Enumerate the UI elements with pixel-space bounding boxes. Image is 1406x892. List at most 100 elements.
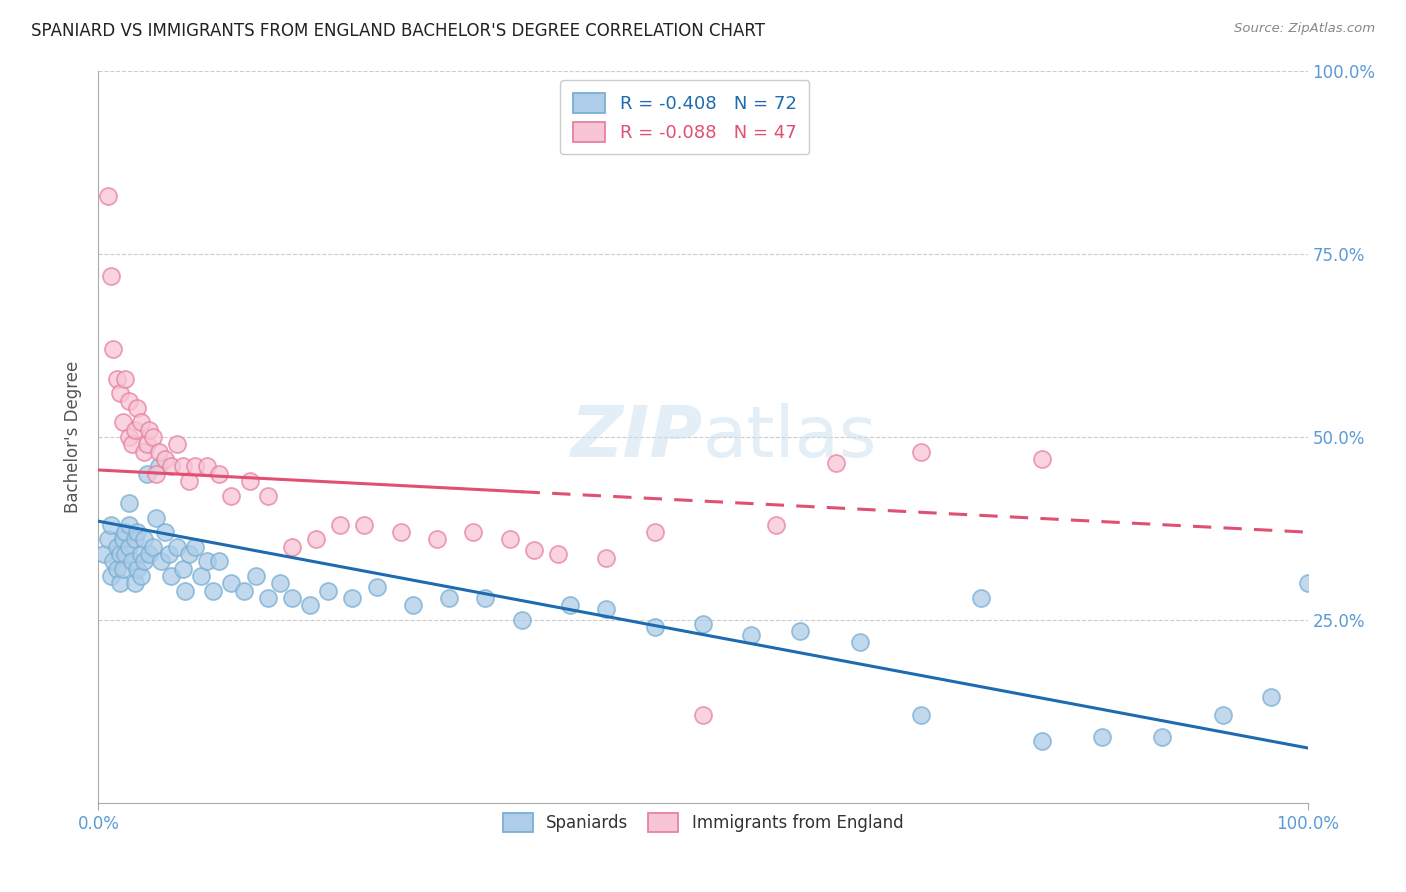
- Point: [281, 540, 304, 554]
- Point: [195, 459, 218, 474]
- Point: [93, 547, 115, 561]
- Point: [118, 540, 141, 554]
- Point: [118, 517, 141, 532]
- Point: [129, 569, 152, 583]
- Point: [316, 583, 339, 598]
- Point: [145, 510, 167, 524]
- Text: ZIP: ZIP: [571, 402, 703, 472]
- Point: [100, 569, 122, 583]
- Point: [208, 467, 231, 481]
- Point: [114, 547, 136, 561]
- Point: [105, 562, 128, 576]
- Point: [1212, 708, 1234, 723]
- Point: [166, 540, 188, 554]
- Point: [256, 591, 278, 605]
- Point: [190, 569, 212, 583]
- Point: [825, 456, 848, 470]
- Point: [299, 599, 322, 613]
- Point: [135, 467, 157, 481]
- Point: [221, 576, 243, 591]
- Point: [426, 533, 449, 547]
- Point: [1260, 690, 1282, 704]
- Text: atlas: atlas: [703, 402, 877, 472]
- Point: [127, 562, 149, 576]
- Point: [281, 591, 304, 605]
- Point: [138, 547, 160, 561]
- Point: [740, 627, 762, 641]
- Text: Source: ZipAtlas.com: Source: ZipAtlas.com: [1234, 22, 1375, 36]
- Point: [101, 554, 124, 568]
- Point: [101, 343, 124, 357]
- Point: [150, 554, 173, 568]
- Point: [172, 562, 194, 576]
- Point: [111, 416, 134, 430]
- Point: [97, 188, 120, 202]
- Point: [202, 583, 225, 598]
- Point: [1152, 730, 1174, 744]
- Point: [329, 517, 352, 532]
- Point: [111, 562, 134, 576]
- Point: [184, 459, 207, 474]
- Point: [108, 547, 131, 561]
- Point: [1031, 452, 1053, 467]
- Point: [389, 525, 412, 540]
- Text: SPANIARD VS IMMIGRANTS FROM ENGLAND BACHELOR'S DEGREE CORRELATION CHART: SPANIARD VS IMMIGRANTS FROM ENGLAND BACH…: [31, 22, 765, 40]
- Point: [269, 576, 291, 591]
- Point: [474, 591, 496, 605]
- Point: [644, 620, 666, 634]
- Point: [118, 393, 141, 408]
- Point: [245, 569, 267, 583]
- Point: [402, 599, 425, 613]
- Point: [195, 554, 218, 568]
- Point: [174, 583, 197, 598]
- Point: [910, 708, 932, 723]
- Point: [239, 474, 262, 488]
- Point: [179, 547, 201, 561]
- Point: [114, 525, 136, 540]
- Point: [153, 452, 176, 467]
- Point: [498, 533, 520, 547]
- Point: [127, 525, 149, 540]
- Point: [111, 533, 134, 547]
- Point: [692, 616, 714, 631]
- Point: [148, 459, 170, 474]
- Point: [595, 602, 617, 616]
- Point: [127, 401, 149, 415]
- Point: [134, 533, 156, 547]
- Point: [208, 554, 231, 568]
- Point: [256, 489, 278, 503]
- Point: [97, 533, 120, 547]
- Point: [910, 444, 932, 458]
- Point: [100, 269, 122, 284]
- Point: [558, 599, 581, 613]
- Point: [510, 613, 533, 627]
- Point: [148, 444, 170, 458]
- Point: [121, 437, 143, 451]
- Point: [145, 467, 167, 481]
- Point: [463, 525, 485, 540]
- Point: [134, 554, 156, 568]
- Point: [108, 386, 131, 401]
- Point: [129, 416, 152, 430]
- Point: [124, 423, 146, 437]
- Point: [1031, 733, 1053, 747]
- Point: [105, 540, 128, 554]
- Point: [118, 496, 141, 510]
- Point: [124, 576, 146, 591]
- Point: [172, 459, 194, 474]
- Point: [153, 525, 176, 540]
- Point: [134, 444, 156, 458]
- Point: [166, 437, 188, 451]
- Point: [160, 459, 183, 474]
- Point: [692, 708, 714, 723]
- Point: [105, 371, 128, 385]
- Point: [179, 474, 201, 488]
- Point: [100, 517, 122, 532]
- Point: [129, 547, 152, 561]
- Point: [184, 540, 207, 554]
- Point: [114, 371, 136, 385]
- Point: [118, 430, 141, 444]
- Point: [1091, 730, 1114, 744]
- Point: [142, 430, 165, 444]
- Point: [305, 533, 328, 547]
